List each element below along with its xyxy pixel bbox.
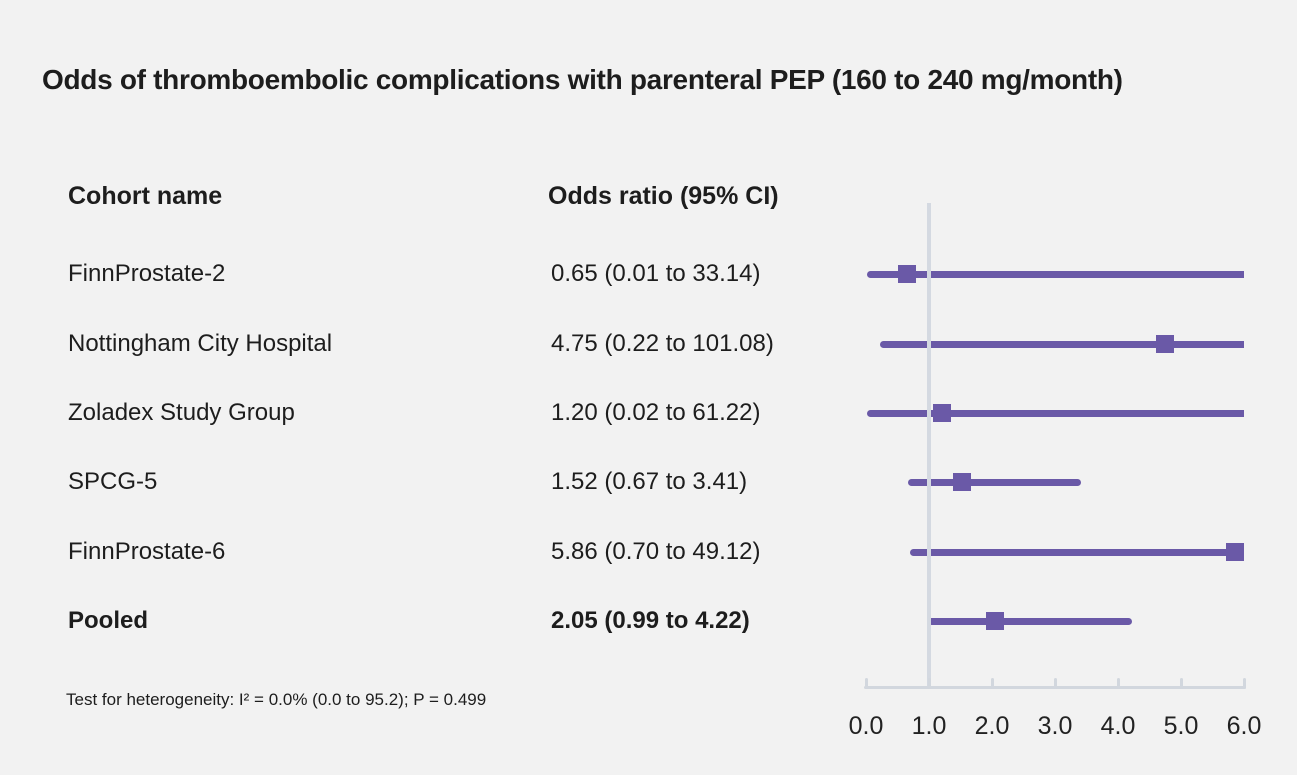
axis-tick: [1116, 678, 1120, 689]
axis-tick-label: 5.0: [1163, 712, 1199, 740]
ci-line: [908, 478, 1081, 486]
ci-line: [867, 409, 1244, 417]
axis-tick-label: 0.0: [848, 712, 884, 740]
or-marker: [1226, 543, 1245, 561]
or-marker: [1156, 335, 1175, 353]
or-marker: [897, 265, 916, 283]
reference-line: [927, 203, 931, 689]
cohort-label: Zoladex Study Group: [68, 399, 295, 426]
axis-tick-label: 3.0: [1037, 712, 1073, 740]
cohort-label: Nottingham City Hospital: [68, 330, 333, 357]
cohort-label: SPCG-5: [68, 468, 158, 495]
ci-line: [879, 340, 1244, 348]
or-marker: [952, 473, 971, 491]
axis-tick-label: 6.0: [1226, 712, 1262, 740]
axis-tick-label: 1.0: [911, 712, 947, 740]
column-header-odds-ratio: Odds ratio (95% CI): [548, 182, 779, 210]
heterogeneity-note: Test for heterogeneity: I² = 0.0% (0.0 t…: [66, 690, 487, 709]
chart-title: Odds of thromboembolic complications wit…: [42, 64, 1123, 95]
odds-ratio-value: 4.75 (0.22 to 101.08): [551, 330, 774, 357]
ci-line: [928, 617, 1132, 625]
or-marker: [932, 404, 951, 422]
odds-ratio-value: 0.65 (0.01 to 33.14): [551, 260, 761, 287]
odds-ratio-value: 1.20 (0.02 to 61.22): [551, 399, 761, 426]
axis-tick: [1242, 678, 1246, 689]
axis-tick-label: 2.0: [974, 712, 1010, 740]
or-marker: [986, 612, 1005, 630]
axis-tick: [1179, 678, 1183, 689]
cohort-label: FinnProstate-2: [68, 260, 226, 287]
column-header-cohort: Cohort name: [68, 182, 223, 210]
axis-tick-label: 4.0: [1100, 712, 1136, 740]
ci-line: [866, 270, 1244, 278]
axis-tick: [927, 678, 931, 689]
odds-ratio-value: 2.05 (0.99 to 4.22): [551, 607, 750, 634]
odds-ratio-value: 5.86 (0.70 to 49.12): [551, 538, 761, 565]
axis-tick: [1053, 678, 1057, 689]
cohort-label: FinnProstate-6: [68, 538, 226, 565]
cohort-label: Pooled: [68, 607, 149, 634]
axis-tick: [990, 678, 994, 689]
odds-ratio-value: 1.52 (0.67 to 3.41): [551, 468, 748, 495]
ci-line: [910, 548, 1244, 556]
axis-tick: [864, 678, 868, 689]
